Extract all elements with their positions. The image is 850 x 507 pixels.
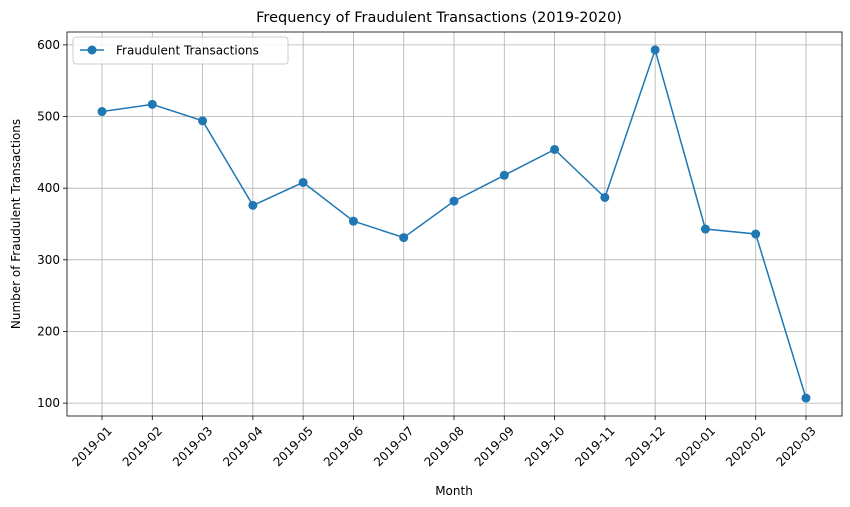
data-point xyxy=(399,233,409,243)
y-tick-label: 200 xyxy=(37,324,60,338)
x-axis-label: Month xyxy=(435,484,473,498)
legend-label: Fraudulent Transactions xyxy=(116,44,259,58)
y-tick-label: 600 xyxy=(37,38,60,52)
y-tick-label: 400 xyxy=(37,181,60,195)
y-axis-label: Number of Fraudulent Transactions xyxy=(9,119,23,329)
y-tick-label: 100 xyxy=(37,396,60,410)
grid xyxy=(67,32,842,416)
chart-title: Frequency of Fraudulent Transactions (20… xyxy=(256,10,622,26)
data-point xyxy=(198,116,208,126)
series-layer xyxy=(97,45,811,403)
data-point xyxy=(650,45,660,55)
data-point xyxy=(248,200,258,210)
data-point xyxy=(600,192,610,202)
y-axis: 100 200 300 400 500 600 xyxy=(37,38,67,410)
y-tick-label: 500 xyxy=(37,110,60,124)
legend-box xyxy=(72,36,289,65)
data-point xyxy=(700,224,710,234)
data-point xyxy=(499,170,509,180)
data-point xyxy=(97,107,107,117)
legend-marker xyxy=(87,45,97,55)
plot-frame xyxy=(66,31,843,417)
data-point xyxy=(298,177,308,187)
legend: Fraudulent Transactions xyxy=(72,36,289,65)
plot-area xyxy=(66,31,843,417)
data-point xyxy=(449,196,459,206)
y-tick-label: 300 xyxy=(37,253,60,267)
data-point xyxy=(550,144,560,154)
data-point xyxy=(751,229,761,239)
data-point xyxy=(147,99,157,109)
data-point xyxy=(348,216,358,226)
data-point xyxy=(801,393,811,403)
plot-background xyxy=(67,32,842,416)
